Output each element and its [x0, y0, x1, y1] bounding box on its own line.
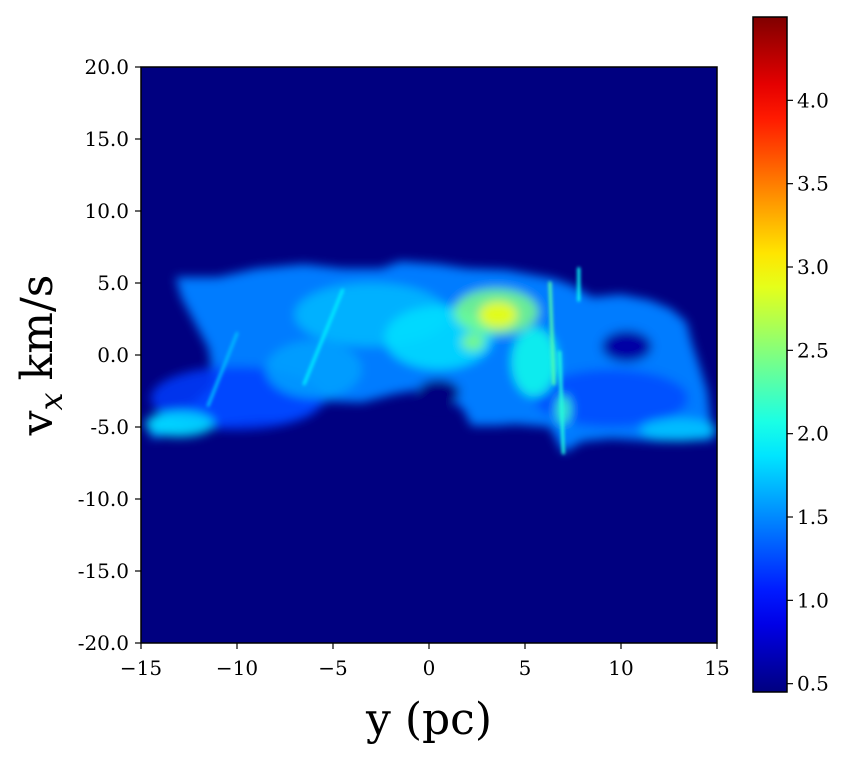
heatmap-streak-3: [206, 331, 239, 407]
heatmap-feature-3: [640, 418, 717, 442]
heatmap-feature-11: [555, 395, 572, 425]
y-tick-label-7: -15.0: [78, 559, 129, 583]
heatmap-feature-1: [534, 369, 689, 428]
y-axis-title-subscript: x: [32, 392, 70, 410]
heatmap-streaks: [206, 267, 581, 455]
heatmap-streak-4: [302, 288, 345, 386]
y-axis-title: vx km/s: [12, 275, 70, 437]
heatmap-streak-0: [548, 281, 556, 386]
colorbar-tick-label-1: 3.5: [797, 172, 829, 196]
y-tick-label-4: 0.0: [97, 343, 129, 367]
colorbar-tick-label-2: 3.0: [797, 255, 829, 279]
heatmap-feature-6: [265, 340, 362, 399]
x-axis: −15 −10 −5 0 5 10 15: [120, 643, 730, 680]
heatmap-hole-0: [417, 379, 460, 406]
colorbar-ticks: 4.0 3.5 3.0 2.5 2.0 1.5 1.0 0.5: [787, 88, 829, 696]
heatmap-streak-1: [558, 350, 565, 455]
y-tick-label-3: 5.0: [97, 271, 129, 295]
heatmap-feature-8: [478, 301, 518, 328]
colorbar: 4.0 3.5 3.0 2.5 2.0 1.5 1.0 0.5: [752, 16, 829, 696]
colorbar-tick-label-3: 2.5: [797, 338, 829, 362]
y-axis-title-v: v: [12, 410, 63, 436]
colorbar-tick-label-5: 1.5: [797, 505, 829, 529]
heatmap-feature-2: [144, 411, 214, 438]
y-tick-label-1: 15.0: [84, 127, 129, 151]
x-tick-label-3: 0: [423, 656, 436, 680]
y-tick-label-5: -5.0: [90, 415, 129, 439]
y-tick-label-2: 10.0: [84, 199, 129, 223]
y-tick-label-0: 20.0: [84, 55, 129, 79]
x-axis-title: y (pc): [365, 694, 492, 745]
y-axis-title-unit: km/s: [12, 275, 63, 381]
heatmap-feature-10: [511, 327, 558, 397]
colorbar-gradient-bar: [752, 16, 788, 693]
heatmap-plot-area: [140, 66, 718, 644]
x-tick-label-1: −10: [216, 656, 258, 680]
colorbar-tick-label-6: 1.0: [797, 588, 829, 612]
x-tick-label-5: 10: [608, 656, 633, 680]
y-axis: 20.0 15.0 10.0 5.0 0.0 -5.0 -10.0 -15.0 -20.0: [78, 55, 141, 655]
heatmap-structure: [144, 261, 717, 455]
heatmap-feature-9: [461, 333, 485, 351]
x-tick-label-2: −5: [318, 656, 347, 680]
colorbar-tick-label-4: 2.0: [797, 422, 829, 446]
y-tick-label-6: -10.0: [78, 487, 129, 511]
colorbar-tick-label-0: 4.0: [797, 88, 829, 112]
y-tick-label-8: -20.0: [78, 631, 129, 655]
heatmap-structure-base: [144, 261, 717, 453]
heatmap-hole-1: [601, 330, 652, 363]
x-tick-label-6: 15: [704, 656, 729, 680]
x-tick-label-0: −15: [120, 656, 162, 680]
colorbar-tick-label-7: 0.5: [797, 672, 829, 696]
x-tick-label-4: 5: [519, 656, 532, 680]
